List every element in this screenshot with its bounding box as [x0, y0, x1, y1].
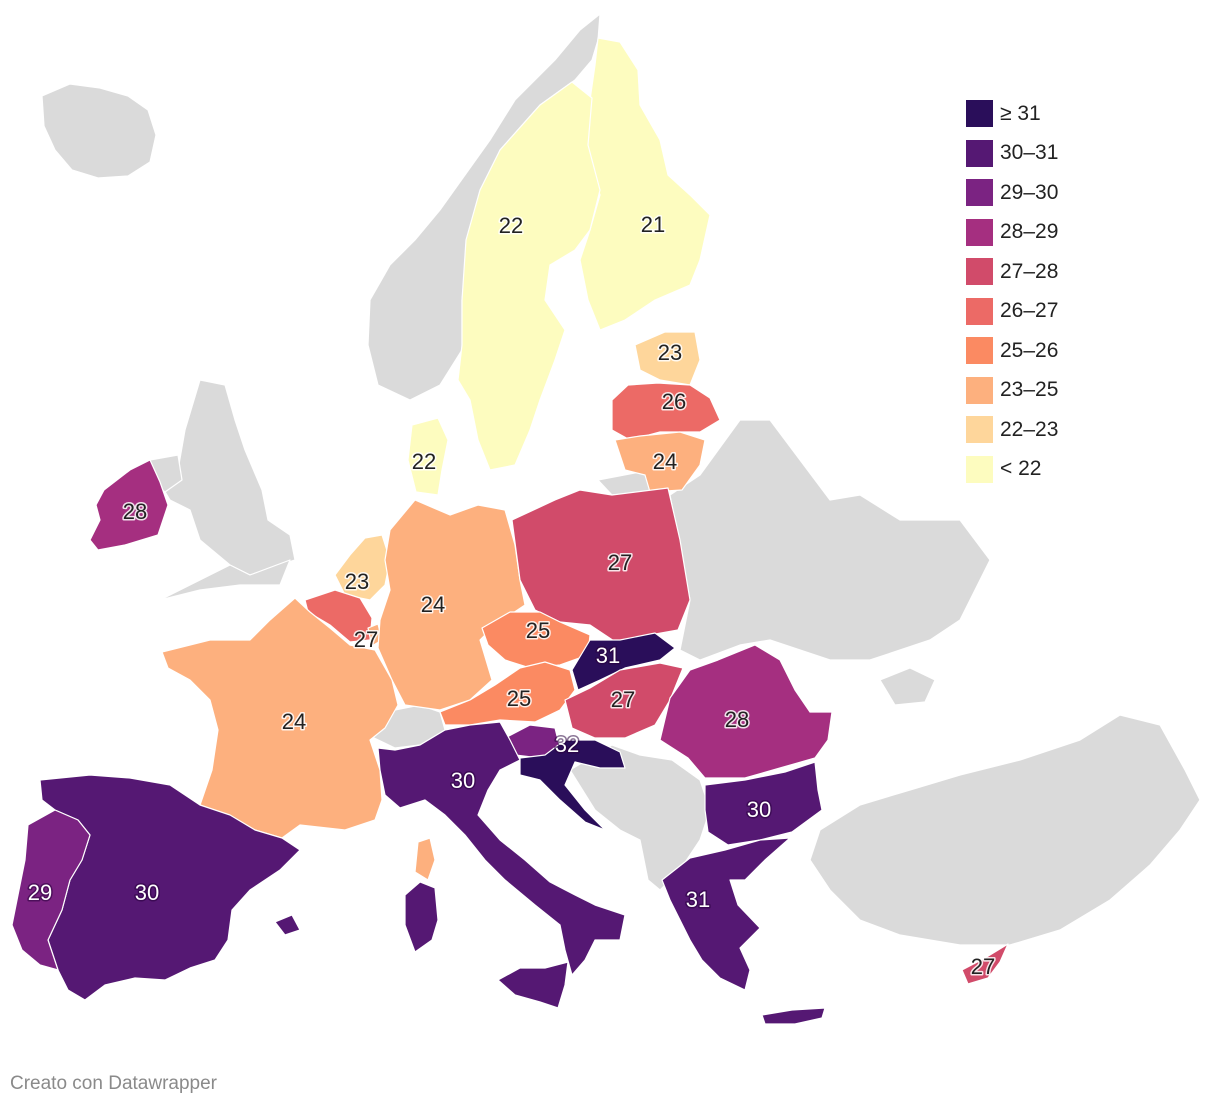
legend-label: < 22	[1000, 457, 1042, 481]
legend-swatch	[966, 139, 993, 167]
label-croatia: 32	[555, 732, 579, 757]
label-czechia: 25	[526, 618, 550, 643]
legend-label: 23–25	[1000, 378, 1059, 402]
legend-item: 27–28	[966, 252, 1058, 292]
country-france[interactable]	[161, 597, 399, 839]
country-ireland[interactable]	[89, 459, 169, 551]
country-italy[interactable]	[377, 721, 626, 976]
country-sweden[interactable]	[457, 81, 601, 471]
label-italy: 30	[451, 768, 475, 793]
legend-swatch	[966, 179, 993, 207]
label-germany: 24	[421, 592, 445, 617]
iceland-shape	[41, 83, 157, 179]
legend: ≥ 31 30–31 29–30 28–29 27–28 26–27 25–26…	[966, 94, 1058, 489]
legend-item: 25–26	[966, 331, 1058, 371]
label-bulgaria: 30	[747, 797, 771, 822]
label-ireland: 28	[123, 499, 147, 524]
country-slovakia[interactable]	[571, 632, 676, 691]
legend-item: ≥ 31	[966, 94, 1058, 134]
legend-label: 28–29	[1000, 220, 1059, 244]
legend-label: ≥ 31	[1000, 101, 1041, 125]
country-sardinia[interactable]	[404, 881, 439, 953]
legend-swatch	[966, 455, 993, 483]
legend-label: 26–27	[1000, 299, 1059, 323]
country-germany[interactable]	[377, 499, 526, 711]
legend-swatch	[966, 337, 993, 365]
country-sicily[interactable]	[497, 961, 569, 1009]
value-labels: 21 22 22 23 26 24 28 23 27 24 27 25 31 2…	[26, 210, 996, 980]
country-corsica[interactable]	[414, 837, 436, 881]
legend-swatch	[966, 258, 993, 286]
label-sweden: 22	[499, 213, 523, 238]
label-latvia: 26	[662, 389, 686, 414]
label-spain: 30	[135, 880, 159, 905]
country-greece[interactable]	[661, 837, 791, 991]
no-data-land	[41, 13, 1201, 946]
balkans-shape	[569, 744, 711, 891]
country-latvia[interactable]	[611, 382, 721, 441]
country-bulgaria[interactable]	[704, 761, 823, 846]
label-france: 24	[282, 709, 306, 734]
legend-label: 25–26	[1000, 338, 1059, 362]
legend-swatch	[966, 100, 993, 128]
country-lithuania[interactable]	[614, 431, 706, 493]
legend-swatch	[966, 416, 993, 444]
legend-item: 29–30	[966, 173, 1058, 213]
label-hungary: 27	[611, 687, 635, 712]
legend-item: 22–23	[966, 410, 1058, 450]
label-portugal: 29	[28, 880, 52, 905]
label-greece: 31	[686, 887, 710, 912]
legend-item: < 22	[966, 450, 1058, 490]
legend-swatch	[966, 376, 993, 404]
country-balearic[interactable]	[274, 914, 301, 936]
legend-item: 26–27	[966, 292, 1058, 332]
legend-label: 30–31	[1000, 141, 1059, 165]
eu-countries	[11, 37, 1009, 1025]
legend-item: 28–29	[966, 213, 1058, 253]
europe-choropleth-map: 21 22 22 23 26 24 28 23 27 24 27 25 31 2…	[11, 13, 1201, 1025]
datawrapper-credit[interactable]: Creato con Datawrapper	[10, 1073, 217, 1094]
label-denmark: 22	[412, 449, 436, 474]
country-estonia[interactable]	[634, 331, 701, 386]
label-finland: 21	[641, 212, 665, 237]
label-netherlands: 23	[345, 569, 369, 594]
country-romania[interactable]	[659, 644, 833, 779]
label-belgium: 27	[354, 627, 378, 652]
legend-label: 27–28	[1000, 259, 1059, 283]
legend-swatch	[966, 218, 993, 246]
country-cyprus[interactable]	[961, 943, 1009, 985]
legend-item: 23–25	[966, 371, 1058, 411]
label-poland: 27	[608, 550, 632, 575]
label-romania: 28	[725, 707, 749, 732]
label-cyprus: 27	[971, 954, 995, 979]
label-lithuania: 24	[653, 449, 677, 474]
legend-label: 22–23	[1000, 417, 1059, 441]
great-britain-south-shape	[159, 559, 291, 601]
country-portugal[interactable]	[11, 809, 91, 971]
country-denmark[interactable]	[407, 417, 449, 496]
crimea-shape	[879, 667, 936, 706]
country-croatia[interactable]	[519, 739, 626, 831]
country-finland[interactable]	[579, 37, 711, 331]
eastern-europe-shape	[669, 419, 991, 661]
legend-swatch	[966, 297, 993, 325]
country-crete[interactable]	[761, 1007, 826, 1025]
legend-item: 30–31	[966, 134, 1058, 174]
label-estonia: 23	[658, 340, 682, 365]
turkey-shape	[809, 714, 1201, 946]
legend-label: 29–30	[1000, 180, 1059, 204]
label-slovakia: 31	[596, 643, 620, 668]
label-austria: 25	[507, 686, 531, 711]
